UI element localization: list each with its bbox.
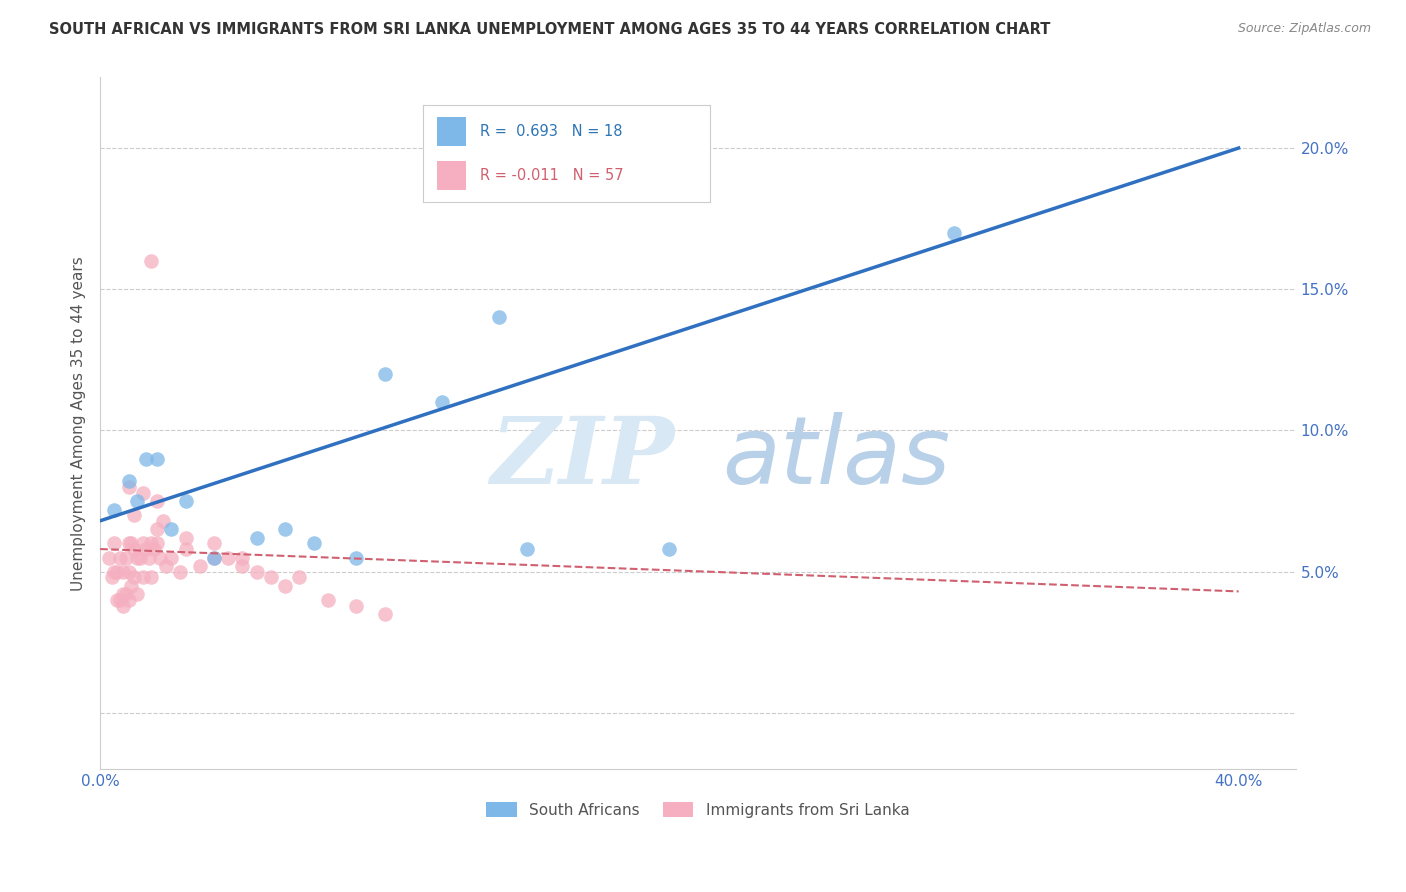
Point [103,536,125,550]
Point [103,502,125,516]
Point [155,559,177,574]
Point [169,565,191,579]
Point [124,570,146,584]
Point [274,579,297,593]
Point [231,550,253,565]
Point [943,226,966,240]
Point [231,559,253,574]
Point [108,550,131,565]
Point [124,542,146,557]
Point [105,592,128,607]
Point [103,565,125,579]
Point [117,480,139,494]
Point [141,536,163,550]
Point [152,514,174,528]
Text: SOUTH AFRICAN VS IMMIGRANTS FROM SRI LANKA UNEMPLOYMENT AMONG AGES 35 TO 44 YEAR: SOUTH AFRICAN VS IMMIGRANTS FROM SRI LAN… [49,22,1050,37]
Point [316,592,339,607]
Point [120,579,142,593]
Point [274,522,297,536]
Point [202,550,225,565]
Point [160,522,183,536]
Point [374,607,396,621]
Point [658,542,681,557]
Point [344,550,367,565]
Point [488,310,510,325]
Point [105,565,128,579]
Point [117,475,139,489]
Point [132,485,155,500]
Point [288,570,311,584]
Legend: South Africans, Immigrants from Sri Lanka: South Africans, Immigrants from Sri Lank… [481,796,915,824]
Point [146,522,169,536]
Point [174,531,197,545]
Point [138,550,160,565]
Text: Source: ZipAtlas.com: Source: ZipAtlas.com [1237,22,1371,36]
Point [135,542,157,557]
Point [146,494,169,508]
Point [117,592,139,607]
Point [160,550,183,565]
Point [114,550,136,565]
Point [141,254,163,268]
Text: ZIP: ZIP [489,413,673,503]
Y-axis label: Unemployment Among Ages 35 to 44 years: Unemployment Among Ages 35 to 44 years [72,256,86,591]
Point [174,542,197,557]
Point [100,570,122,584]
Point [302,536,325,550]
Point [129,550,152,565]
Point [516,542,538,557]
Point [374,367,396,381]
Point [127,494,149,508]
Text: atlas: atlas [721,412,950,503]
Point [146,451,169,466]
Point [127,587,149,601]
Point [246,531,269,545]
Point [111,565,134,579]
Point [97,550,120,565]
Point [135,451,157,466]
Point [117,536,139,550]
Point [117,565,139,579]
Point [149,550,172,565]
Point [111,599,134,613]
Point [127,550,149,565]
Point [430,395,453,409]
Point [114,587,136,601]
Point [217,550,239,565]
Point [260,570,283,584]
Point [132,570,155,584]
Point [174,494,197,508]
Point [111,587,134,601]
Point [120,536,142,550]
Point [246,565,269,579]
Point [124,508,146,523]
Point [132,536,155,550]
Point [202,550,225,565]
Point [141,570,163,584]
Point [108,592,131,607]
Point [344,599,367,613]
Point [146,536,169,550]
Point [143,542,166,557]
Point [202,536,225,550]
Point [188,559,211,574]
